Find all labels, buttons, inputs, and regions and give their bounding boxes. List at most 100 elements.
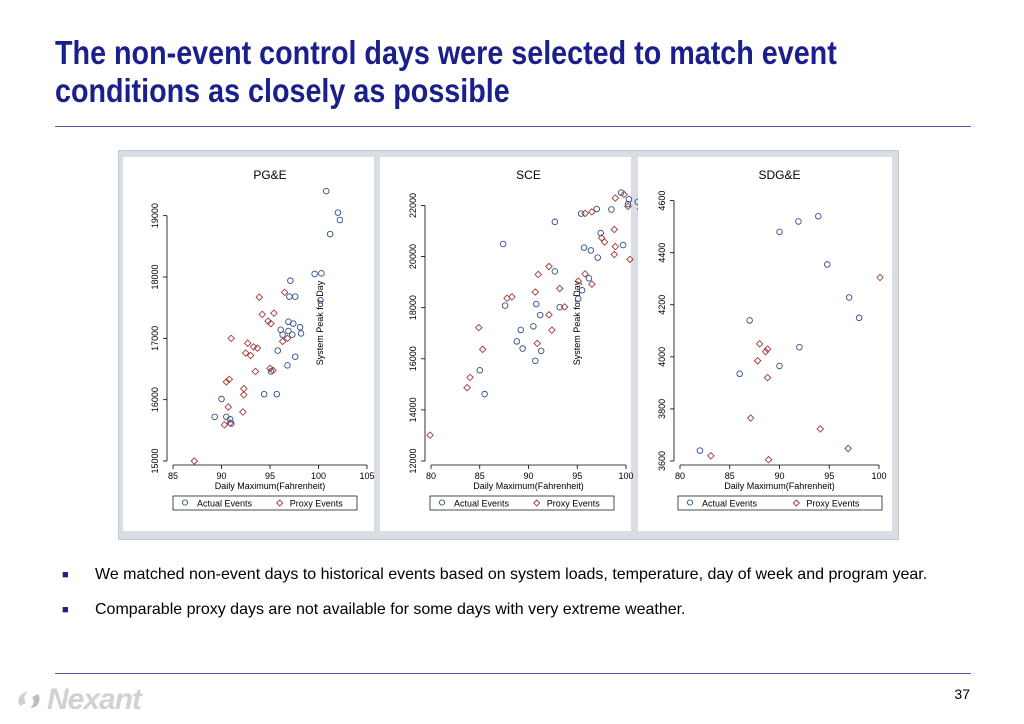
actual-event-point: [532, 357, 539, 365]
actual-event-point: [696, 447, 704, 454]
proxy-event-point: [611, 242, 620, 251]
actual-event-point: [317, 297, 324, 304]
actual-event-point: [855, 314, 863, 322]
actual-event-point: [290, 320, 297, 327]
proxy-event-point: [474, 323, 483, 332]
proxy-event-point: [611, 194, 620, 202]
actual-event-point: [501, 302, 509, 309]
actual-event-point: [285, 327, 292, 335]
actual-event-point: [585, 275, 593, 282]
proxy-event-point: [267, 319, 275, 328]
proxy-event-point: [249, 343, 258, 351]
actual-event-point: [746, 317, 753, 324]
x-tick-label: 85: [725, 471, 735, 481]
nexant-swirl-icon: [18, 692, 40, 708]
y-tick-label: 4200: [657, 295, 667, 315]
actual-event-point: [311, 270, 318, 278]
square-bullet-icon: ■: [62, 604, 69, 616]
legend-box: [172, 495, 358, 511]
x-axis-label: Daily Maximum(Fahrenheit): [473, 481, 584, 491]
actual-event-point: [796, 343, 803, 351]
proxy-event-point: [280, 288, 289, 297]
x-tick-label: 100: [311, 471, 326, 481]
legend-actual-label: Actual Events: [702, 499, 758, 509]
proxy-event-point: [226, 419, 235, 427]
actual-event-point: [336, 216, 344, 224]
proxy-event-point: [258, 310, 267, 319]
actual-event-point: [476, 367, 483, 374]
page-number: 37: [954, 686, 970, 702]
y-tick-label: 17000: [150, 326, 160, 351]
logo-text: Nexant: [47, 683, 142, 716]
y-tick-label: 3600: [657, 451, 667, 471]
actual-event-point: [574, 295, 582, 302]
x-tick-label: 90: [216, 471, 226, 481]
proxy-event-point: [225, 375, 234, 384]
actual-event-point: [824, 261, 831, 268]
y-axis-label: System Peak for Day: [315, 280, 325, 365]
actual-event-point: [274, 347, 282, 354]
actual-event-point: [334, 209, 342, 216]
legend-proxy-label: Proxy Events: [806, 499, 860, 509]
proxy-event-point: [545, 262, 553, 271]
legend-proxy-marker: [792, 499, 800, 507]
actual-event-point: [736, 370, 743, 378]
chart-background: [123, 157, 374, 531]
title-divider: [55, 126, 971, 127]
proxy-event-point: [239, 390, 248, 399]
actual-event-point: [776, 228, 783, 236]
bullet-list: ■ We matched non-event days to historical…: [62, 564, 962, 634]
y-tick-label: 20000: [408, 244, 418, 269]
y-tick-label: 19000: [150, 203, 160, 228]
x-tick-label: 95: [824, 471, 834, 481]
actual-event-point: [481, 390, 488, 398]
y-tick-label: 4000: [657, 347, 667, 367]
title-line-2: conditions as closely as possible: [55, 72, 510, 109]
legend-proxy-marker: [533, 499, 541, 507]
legend-actual-marker: [438, 499, 446, 506]
proxy-event-point: [746, 414, 755, 422]
proxy-event-point: [190, 457, 199, 465]
proxy-event-point: [588, 207, 596, 216]
proxy-event-point: [533, 339, 542, 348]
actual-event-point: [551, 268, 559, 275]
proxy-event-point: [844, 444, 852, 453]
x-tick-label: 95: [265, 471, 275, 481]
proxy-event-point: [426, 431, 434, 440]
proxy-event-point: [264, 317, 272, 325]
legend-proxy-label: Proxy Events: [547, 499, 601, 509]
actual-event-point: [617, 189, 625, 196]
actual-event-point: [845, 294, 853, 301]
proxy-event-point: [581, 209, 589, 218]
proxy-event-point: [241, 349, 250, 357]
x-tick-label: 100: [618, 471, 633, 481]
proxy-event-point: [707, 451, 715, 460]
actual-event-point: [530, 323, 537, 330]
proxy-event-point: [620, 190, 628, 199]
x-axis-label: Daily Maximum(Fahrenheit): [215, 481, 326, 491]
x-tick-label: 90: [774, 471, 784, 481]
y-tick-label: 12000: [408, 448, 418, 473]
actual-event-point: [519, 345, 526, 352]
y-tick-label: 16000: [408, 346, 418, 371]
actual-event-point: [551, 218, 559, 226]
actual-event-point: [297, 330, 305, 337]
proxy-event-point: [220, 420, 229, 429]
actual-event-point: [795, 218, 802, 225]
actual-event-point: [776, 362, 783, 370]
actual-event-point: [533, 300, 540, 308]
actual-event-point: [326, 230, 334, 238]
company-logo: Nexant: [14, 680, 142, 720]
actual-event-point: [273, 390, 281, 398]
actual-event-point: [619, 241, 627, 249]
proxy-event-point: [581, 270, 589, 278]
proxy-event-point: [545, 310, 553, 319]
proxy-event-point: [239, 408, 247, 416]
legend-actual-label: Actual Events: [197, 499, 253, 509]
actual-event-point: [536, 311, 544, 319]
actual-event-point: [580, 244, 588, 251]
y-tick-label: 14000: [408, 397, 418, 422]
legend-actual-label: Actual Events: [454, 499, 510, 509]
proxy-event-point: [227, 334, 236, 343]
actual-event-point: [593, 205, 600, 213]
